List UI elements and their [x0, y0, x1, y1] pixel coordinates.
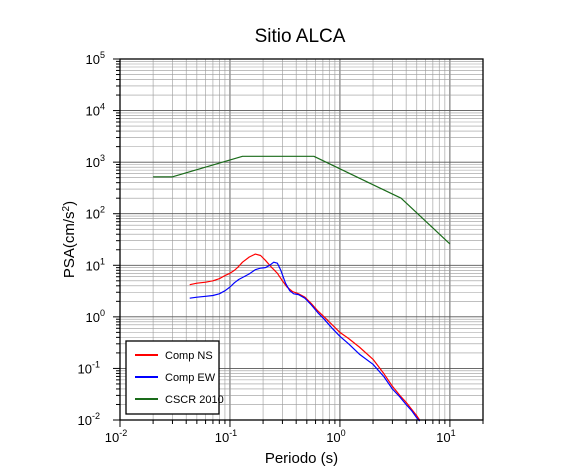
y-axis-label: PSA(cm/s2): [61, 201, 78, 278]
chart-title: Sitio ALCA: [255, 26, 346, 47]
y-tick-label: 10-2: [78, 411, 100, 428]
y-tick-label: 100: [86, 308, 105, 325]
x-tick-label: 10-2: [105, 428, 127, 445]
series-layer: [153, 155, 451, 422]
grid: [119, 58, 484, 421]
y-tick-label: 103: [86, 153, 105, 170]
y-tick-label: 102: [86, 205, 105, 222]
x-tick-label: 10-1: [215, 428, 237, 445]
x-axis-label: Periodo (s): [265, 450, 338, 467]
legend-label: Comp NS: [165, 350, 213, 362]
legend-label: CSCR 2010: [165, 394, 224, 406]
y-tick-label: 105: [86, 50, 105, 67]
y-tick-label: 101: [86, 256, 105, 273]
series-line-0: [189, 253, 421, 421]
plot-frame: [119, 58, 484, 421]
x-tick-label: 100: [326, 428, 345, 445]
y-tick-label: 104: [86, 102, 105, 119]
series-line-2: [153, 155, 451, 245]
y-tick-label: 10-1: [78, 359, 100, 376]
series-line-1: [189, 261, 421, 422]
x-tick-label: 101: [436, 428, 455, 445]
legend-label: Comp EW: [165, 372, 216, 384]
legend: Comp NS Comp EW CSCR 2010: [125, 340, 224, 415]
axis-ticks: 10-2 10-1 100 101 10-2 10-1 100 101 102 103 104 105: [78, 50, 484, 445]
